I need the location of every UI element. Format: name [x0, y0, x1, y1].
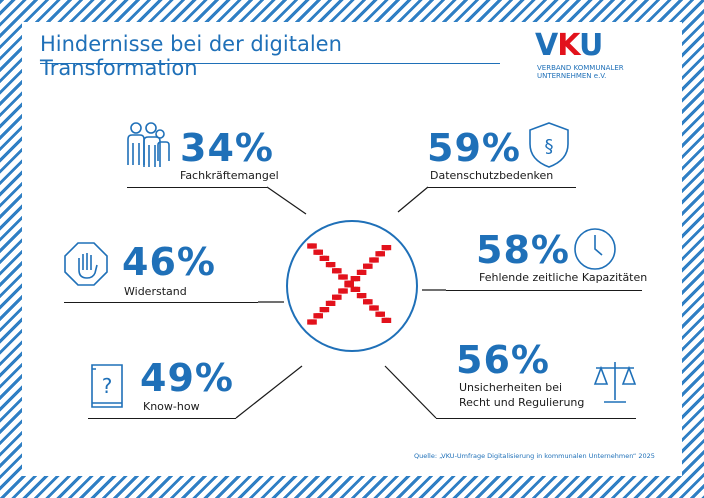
- red-x-icon: [307, 243, 392, 325]
- label-widerstand: Widerstand: [124, 285, 187, 298]
- source-note: Quelle: „VKU-Umfrage Digitalisierung in …: [414, 452, 655, 460]
- svg-text:?: ?: [102, 374, 113, 398]
- stop-hand-icon: [64, 242, 108, 286]
- percent-kapazitaeten: 58%: [476, 228, 570, 272]
- divider-line: [127, 187, 267, 188]
- percent-widerstand: 46%: [122, 240, 216, 284]
- percent-datenschutz: 59%: [427, 126, 521, 170]
- divider-line: [428, 187, 576, 188]
- label-knowhow: Know-how: [143, 400, 200, 413]
- percent-fachkraeftemangel: 34%: [180, 126, 274, 170]
- label-fachkraeftemangel: Fachkräftemangel: [180, 169, 279, 182]
- vku-logo: VKU: [535, 28, 603, 63]
- label-kapazitaeten: Fehlende zeitliche Kapazitäten: [479, 271, 648, 284]
- divider-line: [436, 418, 636, 419]
- svg-text:§: §: [545, 136, 554, 157]
- shield-paragraph-icon: §: [529, 122, 569, 168]
- scales-icon: [593, 362, 637, 403]
- vku-logo-subtitle: VERBAND KOMMUNALER UNTERNEHMEN e.V.: [537, 64, 624, 80]
- label-datenschutz: Datenschutzbedenken: [430, 169, 554, 182]
- people-icon: [127, 122, 170, 167]
- page-title: Hindernisse bei der digitalen Transforma…: [40, 32, 342, 80]
- divider-line: [446, 290, 642, 291]
- clock-icon: [574, 228, 616, 270]
- title-underline: [40, 63, 500, 64]
- divider-line: [64, 302, 258, 303]
- percent-knowhow: 49%: [140, 356, 234, 400]
- center-circle: [286, 220, 418, 352]
- percent-unsicherheiten: 56%: [456, 338, 550, 382]
- question-book-icon: ?: [91, 364, 123, 408]
- divider-line: [88, 418, 236, 419]
- label-unsicherheiten: Unsicherheiten bei Recht und Regulierung: [459, 381, 585, 409]
